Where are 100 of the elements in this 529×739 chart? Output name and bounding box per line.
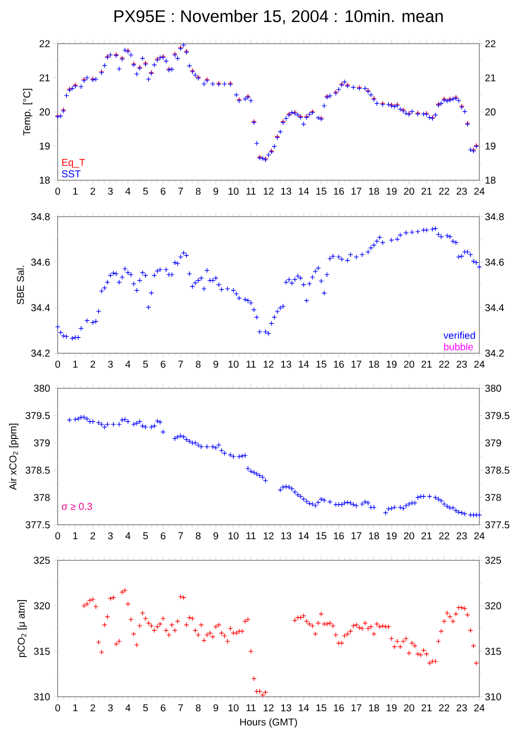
x-tick-label: 17 [352, 360, 362, 368]
chart-title: PX95E : November 15, 2004 : 10min. mean [114, 10, 443, 24]
x-tick-label: 11 [246, 532, 256, 540]
x-tick-label: 10 [228, 532, 239, 540]
y2-tick-label: 320 [485, 602, 502, 610]
x-tick-label: 11 [246, 188, 256, 195]
x-tick-label: 9 [214, 188, 218, 195]
x-tick-label: 15 [316, 188, 326, 195]
y2-tick-label: 19 [486, 142, 496, 150]
y-tick-label: 380 [34, 384, 50, 392]
y2-tick-label: 377.5 [485, 521, 510, 528]
x-tick-label: 13 [281, 188, 292, 195]
x-tick-label: 9 [214, 704, 218, 712]
x-tick-label: 7 [178, 360, 183, 368]
y2-tick-label: 34.6 [485, 258, 504, 266]
x-tick-label: 3 [108, 704, 113, 712]
x-tick-label: 12 [264, 704, 274, 712]
y-tick-label: 310 [34, 693, 50, 700]
x-tick-label: 19 [386, 704, 397, 712]
x-tick-label: 4 [125, 532, 130, 540]
y2-tick-label: 22 [485, 40, 496, 48]
x-tick-label: 20 [404, 360, 414, 368]
x-tick-label: 12 [264, 188, 274, 195]
y-axis-title: Temp. [°C] [22, 88, 32, 136]
x-tick-label: 16 [334, 704, 344, 712]
y2-tick-label: 20 [485, 108, 496, 116]
y2-tick-label: 325 [485, 556, 502, 564]
y-tick-label: 34.8 [31, 213, 50, 220]
x-tick-label: 24 [474, 704, 485, 712]
y-tick-label: 315 [34, 648, 50, 655]
x-tick-label: 5 [143, 188, 148, 195]
y-axis-title: pCO$_{2}$ [μ atm] [17, 600, 27, 658]
x-tick-label: 16 [334, 188, 344, 195]
x-tick-label: 23 [456, 532, 467, 540]
x-tick-label: 21 [422, 360, 432, 368]
y-tick-label: 22 [40, 40, 50, 48]
y2-tick-label: 18 [486, 176, 496, 184]
x-tick-label: 4 [125, 360, 130, 368]
x-tick-label: 10 [228, 188, 239, 195]
x-tick-label: 9 [214, 532, 218, 540]
x-tick-label: 10 [228, 704, 239, 712]
x-tick-label: 18 [369, 704, 380, 712]
x-tick-label: 7 [178, 532, 183, 540]
y-tick-label: 19 [40, 142, 50, 150]
y-tick-label: 34.2 [31, 350, 50, 357]
y2-tick-label: 310 [485, 693, 502, 700]
x-tick-label: 22 [439, 704, 450, 712]
x-tick-label: 23 [456, 360, 467, 368]
x-tick-label: 14 [298, 188, 309, 195]
x-tick-label: 8 [196, 704, 201, 712]
x-tick-label: 19 [386, 360, 397, 368]
y2-tick-label: 34.2 [485, 350, 504, 357]
x-tick-label: 22 [439, 360, 450, 368]
y-tick-label: 379 [34, 439, 50, 446]
x-tick-label: 14 [298, 360, 309, 368]
y-tick-label: 20 [40, 108, 50, 116]
x-tick-label: 6 [160, 360, 166, 368]
x-tick-label: 0 [55, 704, 60, 712]
y-tick-label: 34.4 [31, 304, 50, 312]
x-tick-label: 19 [386, 532, 397, 540]
x-tick-label: 7 [178, 704, 183, 712]
y-tick-label: 18 [40, 176, 50, 184]
y2-tick-label: 34.8 [485, 213, 504, 220]
x-tick-label: 13 [281, 532, 292, 540]
x-tick-label: 24 [474, 188, 485, 195]
y-tick-label: 34.6 [31, 258, 50, 266]
x-tick-label: 8 [196, 188, 201, 195]
x-tick-label: 16 [334, 532, 344, 540]
annotation: σ ≥ 0.3 [62, 502, 92, 510]
x-tick-label: 2 [90, 360, 96, 368]
x-tick-label: 17 [352, 532, 362, 540]
x-tick-label: 11 [246, 360, 256, 368]
x-tick-label: 21 [422, 532, 432, 540]
y2-tick-label: 380 [485, 384, 502, 392]
x-axis-title: Hours (GMT) [240, 718, 297, 728]
x-tick-label: 6 [160, 704, 166, 712]
x-tick-label: 23 [456, 188, 467, 195]
text: SST [62, 170, 81, 178]
x-tick-label: 8 [196, 532, 201, 540]
x-tick-label: 19 [386, 188, 397, 195]
y2-tick-label: 315 [485, 648, 502, 655]
y2-tick-label: 378.5 [485, 466, 510, 474]
x-tick-label: 22 [439, 188, 450, 195]
y2-tick-label: 379.5 [485, 412, 510, 420]
x-tick-label: 12 [264, 360, 274, 368]
x-tick-label: 5 [143, 704, 148, 712]
x-tick-label: 18 [369, 532, 380, 540]
x-tick-label: 4 [125, 704, 130, 712]
y-tick-label: 325 [34, 556, 50, 564]
x-tick-label: 13 [281, 360, 292, 368]
y-tick-label: 378.5 [26, 466, 50, 474]
x-tick-label: 20 [404, 188, 414, 195]
x-tick-label: 3 [108, 532, 113, 540]
y-tick-label: 377.5 [26, 521, 50, 528]
x-tick-label: 2 [90, 532, 96, 540]
y2-tick-label: 378 [485, 494, 502, 502]
x-tick-label: 18 [369, 188, 380, 195]
x-tick-label: 1 [73, 360, 78, 368]
x-tick-label: 5 [143, 532, 148, 540]
x-tick-label: 16 [334, 360, 344, 368]
